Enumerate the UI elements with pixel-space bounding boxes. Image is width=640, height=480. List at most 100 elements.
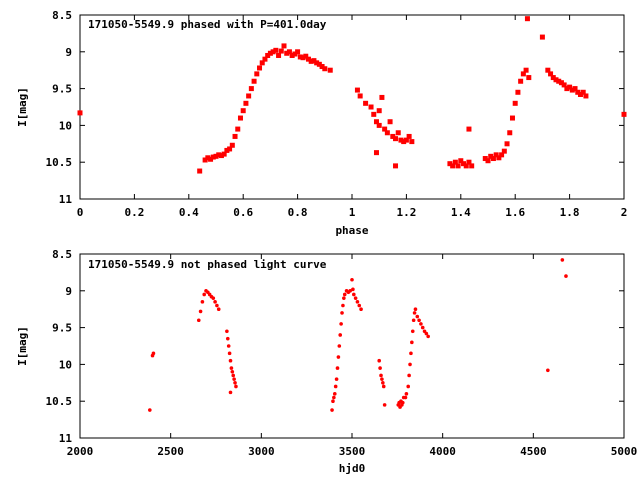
data-point: [381, 381, 385, 385]
data-point: [276, 52, 282, 58]
data-point: [340, 311, 344, 315]
data-point: [200, 300, 205, 304]
data-point: [466, 126, 472, 132]
data-point: [518, 78, 524, 84]
data-point: [197, 168, 203, 174]
data-point: [240, 108, 246, 114]
data-point: [411, 318, 416, 323]
data-point: [234, 384, 238, 389]
data-point: [368, 104, 374, 110]
data-point: [561, 82, 567, 88]
data-point: [556, 78, 562, 84]
data-point: [499, 152, 505, 158]
data-point: [380, 377, 384, 381]
data-point: [235, 126, 241, 132]
data-point: [342, 296, 346, 300]
y-tick-label: 10: [59, 119, 72, 132]
data-point: [215, 303, 219, 308]
data-point: [406, 133, 412, 139]
data-point: [243, 100, 249, 106]
x-tick-label: 1: [349, 206, 356, 219]
data-point: [409, 351, 413, 356]
data-point: [393, 136, 399, 142]
data-point: [351, 287, 355, 292]
y-tick-label: 9.5: [52, 83, 72, 96]
data-point: [330, 408, 334, 412]
data-point: [259, 60, 265, 66]
data-point: [322, 66, 328, 72]
y-tick-label: 11: [59, 193, 73, 206]
data-point: [583, 93, 589, 99]
y-tick-label: 10.5: [46, 395, 73, 408]
data-point: [387, 119, 393, 125]
data-point: [213, 300, 217, 304]
data-point: [230, 369, 235, 374]
data-point: [403, 137, 409, 143]
data-point: [373, 150, 379, 156]
data-point: [237, 115, 243, 121]
data-point: [225, 336, 230, 341]
data-point: [466, 159, 472, 165]
data-point: [335, 366, 340, 370]
data-point: [526, 75, 532, 81]
axis-ticks: [79, 253, 625, 439]
data-point: [221, 151, 227, 157]
x-axis-label: phase: [335, 224, 368, 237]
data-point: [384, 130, 390, 136]
data-point: [469, 163, 475, 169]
data-point: [417, 318, 421, 323]
data-point: [316, 61, 322, 67]
data-point: [202, 292, 207, 297]
data-point: [77, 110, 83, 116]
data-point: [621, 111, 627, 117]
data-point: [278, 48, 284, 54]
data-point: [381, 384, 386, 389]
data-points: [148, 258, 568, 412]
data-point: [393, 163, 399, 169]
data-point: [308, 58, 314, 64]
data-point: [420, 325, 425, 330]
data-point: [509, 115, 515, 121]
data-point: [378, 366, 382, 370]
data-point: [229, 142, 235, 148]
data-point: [379, 373, 383, 378]
data-point: [267, 50, 273, 56]
data-point: [148, 408, 152, 412]
data-point: [410, 340, 414, 345]
data-point: [225, 329, 229, 334]
data-point: [332, 392, 337, 396]
x-tick-label: 4000: [429, 445, 456, 458]
x-tick-labels: 2000 2500 3000 3500 4000 4500 5000: [67, 445, 638, 458]
y-tick-label: 9: [65, 285, 72, 298]
x-tick-label: 0.2: [124, 206, 144, 219]
data-point: [409, 139, 415, 145]
y-tick-label: 9.5: [52, 322, 72, 335]
data-point: [336, 355, 341, 359]
x-tick-label: 1.2: [396, 206, 416, 219]
data-point: [205, 155, 211, 161]
x-tick-label: 2500: [157, 445, 184, 458]
data-point: [567, 84, 573, 90]
data-point: [286, 49, 292, 55]
axis-ticks: [79, 14, 625, 200]
chart-title: 171050-5549.9 phased with P=401.0day: [88, 18, 327, 31]
data-point: [426, 334, 430, 339]
data-point: [524, 16, 530, 22]
y-tick-label: 8.5: [52, 9, 72, 22]
data-point: [353, 296, 358, 300]
data-point: [412, 311, 417, 315]
x-tick-label: 3500: [339, 445, 366, 458]
chart-title: 171050-5549.9 not phased light curve: [88, 258, 327, 271]
data-point: [379, 94, 385, 100]
data-point: [400, 400, 405, 405]
phased-light-curve-panel: 0 0.2 0.4 0.6 0.8 1 1.2 1.4 1.6 1.8 2 8.5 9 9.5 10 10.…: [16, 9, 627, 237]
x-tick-label: 1.8: [560, 206, 580, 219]
data-point: [523, 67, 529, 73]
data-point: [424, 331, 429, 336]
data-point: [447, 161, 453, 167]
data-point: [211, 296, 216, 300]
data-point: [248, 86, 254, 92]
data-point: [382, 126, 388, 132]
data-point: [295, 49, 301, 55]
y-tick-label: 11: [59, 432, 73, 445]
